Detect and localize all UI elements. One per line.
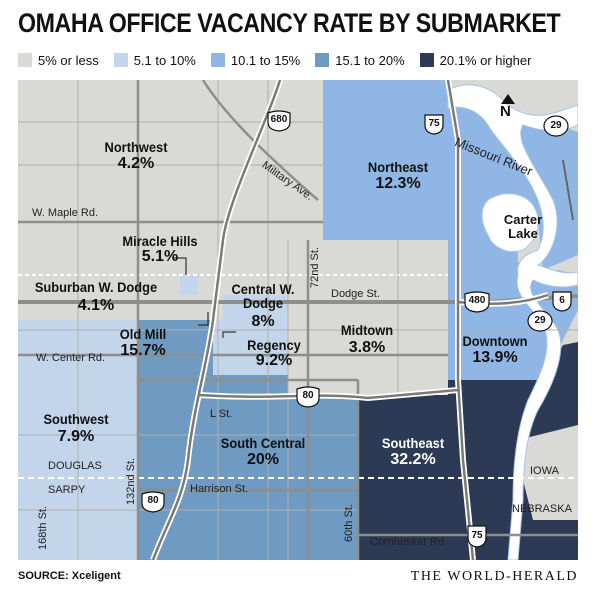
submarket-value: 4.1% xyxy=(78,298,114,314)
l-st-label: L St. xyxy=(210,409,232,420)
submarket-name: Suburban W. Dodge xyxy=(35,280,157,294)
legend-swatch xyxy=(315,53,329,67)
highway-number: 75 xyxy=(425,119,443,129)
submarket-value: 32.2% xyxy=(390,452,435,468)
submarket-name: South Central xyxy=(221,436,305,450)
submarket-name: Southeast xyxy=(382,436,444,450)
iowa-label: IOWA xyxy=(530,466,559,477)
submarket-value: 13.9% xyxy=(472,350,517,366)
submarket-value: 4.2% xyxy=(118,156,154,172)
legend: 5% or less 5.1 to 10% 10.1 to 15% 15.1 t… xyxy=(18,50,546,70)
highway-number: 480 xyxy=(467,296,487,306)
submarket-name: Southwest xyxy=(43,412,108,426)
st168-label: 168th St. xyxy=(38,506,49,550)
dodge-st-label: Dodge St. xyxy=(331,289,380,300)
highway-number: 6 xyxy=(553,296,571,306)
submarket-value: 8% xyxy=(251,314,274,330)
highway-number: 80 xyxy=(144,496,162,506)
source-note: SOURCE: Xceligent xyxy=(18,570,121,582)
submarket-name: Midtown xyxy=(341,323,393,337)
legend-swatch xyxy=(114,53,128,67)
highway-number: 680 xyxy=(270,115,288,125)
submarket-name: Northwest xyxy=(105,140,168,154)
st132-label: 132nd St. xyxy=(126,458,137,505)
legend-item: 15.1 to 20% xyxy=(315,53,404,68)
region-miracle-hills-core xyxy=(180,275,198,295)
submarket-value: 7.9% xyxy=(58,429,94,445)
legend-label: 20.1% or higher xyxy=(440,53,532,68)
submarket-name: Old Mill xyxy=(120,327,167,341)
highway-number: 80 xyxy=(299,391,317,401)
submarket-name: Downtown xyxy=(462,334,527,348)
st60-label: 60th St. xyxy=(344,504,355,542)
st72-label: 72nd St. xyxy=(310,247,321,288)
legend-label: 10.1 to 15% xyxy=(231,53,300,68)
cornhusker-rd-label: Cornhusker Rd. xyxy=(370,537,447,548)
nebraska-label: NEBRASKA xyxy=(512,504,572,515)
submarket-value: 15.7% xyxy=(120,343,165,359)
legend-label: 5% or less xyxy=(38,53,99,68)
submarket-name: Central W. Dodge xyxy=(228,282,298,310)
harrison-st-label: Harrison St. xyxy=(190,484,248,495)
map-title: OMAHA OFFICE VACANCY RATE BY SUBMARKET xyxy=(18,8,560,39)
submarket-value: 9.2% xyxy=(256,353,292,369)
legend-item: 10.1 to 15% xyxy=(211,53,300,68)
highway-number: 29 xyxy=(547,121,565,131)
legend-item: 5.1 to 10% xyxy=(114,53,196,68)
carter-lake-label: Carter Lake xyxy=(503,213,543,242)
submarket-value: 20% xyxy=(247,452,279,468)
submarket-value: 12.3% xyxy=(375,176,420,192)
sarpy-county-label: SARPY xyxy=(48,485,85,496)
submarket-name: Miracle Hills xyxy=(122,234,197,248)
highway-number: 75 xyxy=(468,531,486,541)
submarket-name: Northeast xyxy=(368,160,428,174)
maple-rd-label: W. Maple Rd. xyxy=(32,208,98,219)
submarket-value: 3.8% xyxy=(349,340,385,356)
publisher-credit: THE WORLD-HERALD xyxy=(411,569,578,585)
legend-item: 5% or less xyxy=(18,53,99,68)
legend-swatch xyxy=(18,53,32,67)
legend-swatch xyxy=(211,53,225,67)
center-rd-label: W. Center Rd. xyxy=(36,353,105,364)
north-label: N xyxy=(500,104,511,119)
legend-label: 5.1 to 10% xyxy=(134,53,196,68)
douglas-county-label: DOUGLAS xyxy=(48,461,102,472)
highway-number: 29 xyxy=(531,316,549,326)
legend-label: 15.1 to 20% xyxy=(335,53,404,68)
legend-item: 20.1% or higher xyxy=(420,53,532,68)
submarket-value: 5.1% xyxy=(142,249,178,265)
legend-swatch xyxy=(420,53,434,67)
submarket-name: Regency xyxy=(247,338,301,352)
submarket-map: Northwest 4.2% Northeast 12.3% Miracle H… xyxy=(18,80,578,560)
